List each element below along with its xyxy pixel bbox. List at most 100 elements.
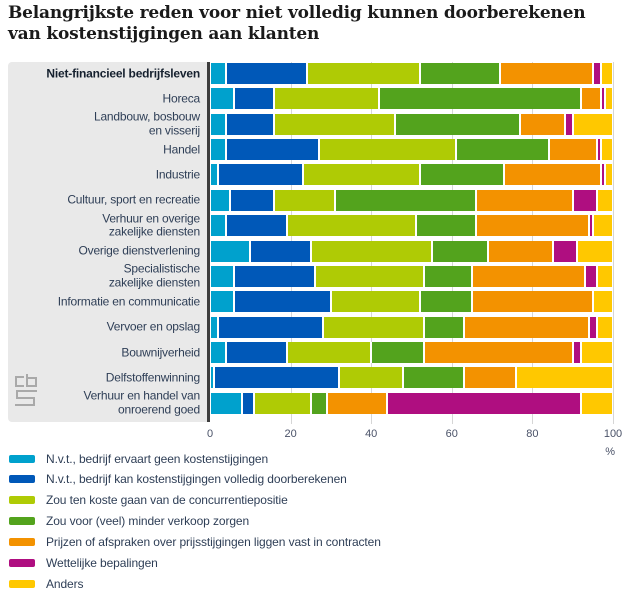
bar-segment[interactable] [210, 189, 231, 211]
bar-segment[interactable] [463, 316, 589, 338]
bar-segment[interactable] [604, 88, 613, 110]
bar-segment[interactable] [286, 215, 416, 237]
bar-segment[interactable] [250, 240, 311, 262]
bar-segment[interactable] [310, 240, 432, 262]
bar-segment[interactable] [302, 164, 420, 186]
bar-segment[interactable] [322, 316, 424, 338]
bar-segment[interactable] [210, 291, 235, 313]
bar-segment[interactable] [226, 63, 307, 84]
bar-segment[interactable] [254, 392, 311, 414]
bar-segment[interactable] [415, 215, 476, 237]
bar-segment[interactable] [419, 291, 472, 313]
bar-segment[interactable] [455, 139, 549, 161]
bar-segment[interactable] [234, 265, 315, 287]
bar-segment[interactable] [596, 189, 613, 211]
bar-segment[interactable] [588, 215, 593, 237]
bar-segment[interactable] [210, 367, 215, 389]
bar-segment[interactable] [600, 139, 613, 161]
bar-segment[interactable] [600, 164, 605, 186]
bar-segment[interactable] [226, 215, 287, 237]
bar-segment[interactable] [580, 392, 613, 414]
bar-segment[interactable] [210, 265, 235, 287]
bar-segment[interactable] [431, 240, 489, 262]
bar-segment[interactable] [210, 63, 227, 84]
bar-segment[interactable] [226, 342, 287, 364]
bar-segment[interactable] [572, 342, 581, 364]
bar-segment[interactable] [600, 63, 613, 84]
bar-segment[interactable] [379, 88, 581, 110]
bar-segment[interactable] [596, 316, 613, 338]
bar-segment[interactable] [580, 342, 613, 364]
category-label: Vervoer en opslag [106, 319, 201, 334]
bar-segment[interactable] [286, 342, 372, 364]
bar-segment[interactable] [218, 316, 323, 338]
bar-segment[interactable] [500, 63, 593, 84]
legend-item: Zou ten koste gaan van de concurrentiepo… [9, 493, 288, 508]
bar-segment[interactable] [334, 189, 476, 211]
bar-segment[interactable] [504, 164, 601, 186]
bar-segment[interactable] [306, 63, 420, 84]
bar-segment[interactable] [210, 316, 219, 338]
bar-segment[interactable] [371, 342, 424, 364]
bar-segment[interactable] [274, 88, 380, 110]
bar-segment[interactable] [314, 265, 424, 287]
bar-segment[interactable] [423, 342, 573, 364]
bar-segment[interactable] [330, 291, 420, 313]
bar-segment[interactable] [488, 240, 553, 262]
bar-segment[interactable] [584, 265, 597, 287]
bar-segment[interactable] [580, 88, 601, 110]
bar-segment[interactable] [471, 265, 585, 287]
bar-segment[interactable] [576, 240, 613, 262]
bar-segment[interactable] [588, 316, 597, 338]
bar-segment[interactable] [596, 139, 601, 161]
bar-segment[interactable] [423, 316, 464, 338]
bar-segment[interactable] [387, 392, 581, 414]
bar-segment[interactable] [310, 392, 327, 414]
bar-segment[interactable] [214, 367, 339, 389]
bar-segment[interactable] [520, 113, 565, 135]
bar-segment[interactable] [226, 113, 275, 135]
bar-segment[interactable] [463, 367, 517, 389]
bar-segment[interactable] [419, 164, 505, 186]
bar-segment[interactable] [210, 113, 227, 135]
bar-segment[interactable] [475, 189, 573, 211]
bar-segment[interactable] [326, 392, 388, 414]
bar-segment[interactable] [572, 189, 597, 211]
bar-segment[interactable] [210, 240, 251, 262]
bar-segment[interactable] [592, 291, 613, 313]
bar-segment[interactable] [338, 367, 404, 389]
bar-segment[interactable] [604, 164, 613, 186]
bar-segment[interactable] [234, 88, 275, 110]
bar-segment[interactable] [475, 215, 589, 237]
bar-segment[interactable] [318, 139, 456, 161]
bar-segment[interactable] [230, 189, 275, 211]
bar-segment[interactable] [548, 139, 597, 161]
bar-segment[interactable] [403, 367, 464, 389]
bar-segment[interactable] [234, 291, 331, 313]
bar-segment[interactable] [210, 88, 235, 110]
bar-segment[interactable] [210, 164, 219, 186]
bar-segment[interactable] [395, 113, 521, 135]
bar-segment[interactable] [210, 139, 227, 161]
bar-segment[interactable] [274, 113, 396, 135]
bar-segment[interactable] [210, 342, 227, 364]
bar-segment[interactable] [423, 265, 472, 287]
bar-segment[interactable] [210, 392, 243, 414]
bar-segment[interactable] [592, 63, 601, 84]
bar-segment[interactable] [592, 215, 613, 237]
bar-segment[interactable] [242, 392, 255, 414]
bar-segment[interactable] [274, 189, 335, 211]
bar-segment[interactable] [210, 215, 227, 237]
bar-segment[interactable] [596, 265, 613, 287]
bar-segment[interactable] [226, 139, 319, 161]
bar-segment[interactable] [600, 88, 605, 110]
bar-segment[interactable] [516, 367, 613, 389]
bar-segment[interactable] [471, 291, 593, 313]
bar-segment[interactable] [552, 240, 577, 262]
bar-segment[interactable] [218, 164, 303, 186]
bar-segment[interactable] [419, 63, 501, 84]
bar-segment[interactable] [564, 113, 573, 135]
bar-segment[interactable] [572, 113, 613, 135]
x-tick-label: 80 [526, 428, 539, 440]
category-label: Verhuur en handel van onroerend goed [83, 388, 200, 417]
